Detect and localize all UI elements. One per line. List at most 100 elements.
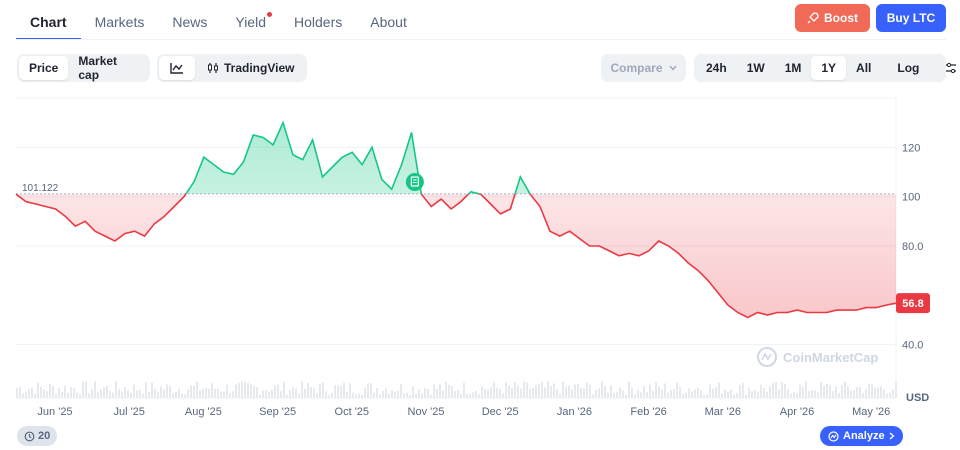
volume-bar (133, 384, 135, 398)
volume-bar (658, 386, 660, 398)
tab-label: Markets (94, 14, 145, 30)
boost-button[interactable]: Boost (795, 4, 870, 32)
volume-bar (463, 382, 465, 398)
volume-bar (736, 393, 738, 398)
volume-bar (529, 389, 531, 398)
market-cap-option[interactable]: Market cap (78, 54, 118, 82)
x-tick-label: Mar '26 (705, 406, 741, 418)
news-event-marker[interactable] (405, 173, 424, 191)
volume-bar (61, 391, 63, 398)
volume-bar (577, 384, 579, 398)
volume-bar (646, 391, 648, 398)
volume-bar (595, 389, 597, 398)
volume-bar (64, 385, 66, 398)
chevron-right-icon (889, 432, 895, 440)
volume-bar (541, 382, 543, 398)
volume-bar (313, 388, 315, 398)
volume-bar (610, 385, 612, 398)
volume-bar (520, 388, 522, 398)
volume-bar (544, 387, 546, 398)
volume-bar (724, 389, 726, 398)
line-chart-option[interactable] (159, 56, 195, 80)
volume-bar (103, 387, 105, 398)
tab-holders[interactable]: Holders (280, 14, 356, 40)
volume-bar (124, 387, 126, 398)
log-scale-toggle[interactable]: Log (897, 61, 920, 75)
tradingview-option[interactable]: TradingView (195, 56, 304, 80)
volume-bar (226, 384, 228, 398)
volume-bar (745, 394, 747, 398)
volume-bar (166, 384, 168, 398)
range-24h[interactable]: 24h (706, 61, 727, 75)
volume-bar (811, 390, 813, 398)
volume-bar (823, 386, 825, 398)
volume-bar (676, 382, 678, 398)
volume-bar (469, 394, 471, 398)
volume-bar (88, 393, 90, 398)
range-1m[interactable]: 1M (784, 61, 802, 75)
volume-bar (346, 391, 348, 398)
volume-bar (640, 392, 642, 398)
volume-bar (796, 393, 798, 398)
range-all[interactable]: All (856, 61, 872, 75)
volume-bar (706, 394, 708, 398)
chevron-down-icon (668, 65, 677, 71)
volume-bar (28, 388, 30, 398)
volume-bar (556, 388, 558, 398)
price-option[interactable]: Price (19, 56, 69, 80)
volume-bar (280, 391, 282, 398)
volume-bar (664, 383, 666, 398)
volume-bar (892, 389, 894, 398)
volume-bar (775, 381, 777, 398)
compare-dropdown[interactable]: Compare (601, 54, 686, 82)
tradingview-label: TradingView (224, 61, 295, 75)
volume-bar (871, 384, 873, 398)
boost-label: Boost (824, 11, 858, 25)
price-chart[interactable]: 120 100 80.0 40.0 101.122 56.8 USD Jun '25 Jul '… (0, 90, 960, 450)
tab-about[interactable]: About (356, 14, 421, 40)
area-above-baseline (185, 122, 531, 194)
volume-bar (790, 393, 792, 398)
volume-bar (571, 389, 573, 398)
volume-bar (628, 381, 630, 398)
volume-bar (703, 394, 705, 398)
chart-settings-button[interactable] (935, 56, 960, 80)
analyze-button[interactable]: Analyze (820, 426, 903, 446)
volume-bar (667, 392, 669, 398)
volume-bar (631, 387, 633, 398)
volume-bar (433, 384, 435, 398)
volume-bar (808, 391, 810, 398)
buy-ltc-button[interactable]: Buy LTC (876, 4, 946, 32)
tab-divider (16, 39, 946, 40)
tab-label: Chart (30, 14, 67, 30)
volume-bar (397, 390, 399, 398)
volume-bar (670, 390, 672, 398)
volume-bar (751, 391, 753, 398)
tab-news[interactable]: News (158, 14, 221, 40)
volume-bar (649, 384, 651, 398)
volume-bar (817, 392, 819, 398)
volume-bar (172, 393, 174, 398)
range-1y[interactable]: 1Y (811, 56, 847, 80)
volume-bar (373, 392, 375, 398)
volume-bar (505, 382, 507, 398)
volume-bar (748, 387, 750, 398)
tab-chart[interactable]: Chart (16, 14, 81, 40)
history-icon (24, 431, 35, 441)
range-selector: 24h 1W 1M 1Y All Log (694, 54, 957, 82)
volume-bar (655, 382, 657, 398)
volume-bar (67, 392, 69, 398)
tab-markets[interactable]: Markets (81, 14, 159, 40)
range-1w[interactable]: 1W (746, 61, 765, 75)
volume-bar (34, 393, 36, 398)
history-badge[interactable]: 20 (17, 426, 58, 446)
volume-bar (889, 393, 891, 398)
volume-bar (607, 392, 609, 398)
volume-bar (634, 394, 636, 398)
volume-bar (259, 394, 261, 398)
baseline-label: 101.122 (22, 183, 59, 194)
volume-bar (31, 387, 33, 398)
tab-yield[interactable]: Yield (221, 12, 280, 40)
volume-bar (625, 394, 627, 398)
volume-bar (181, 393, 183, 398)
